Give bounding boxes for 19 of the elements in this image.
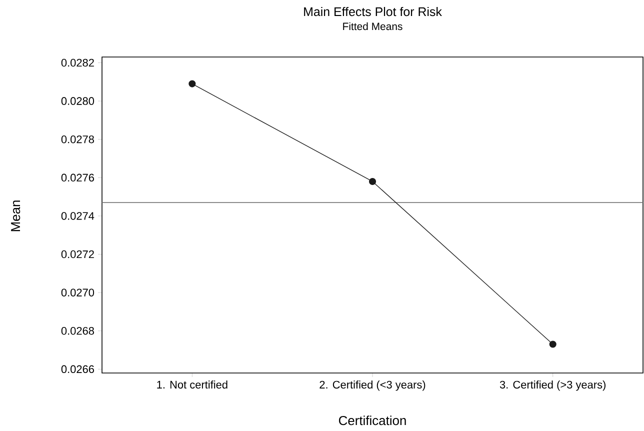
x-tick-label: 1. Not certified	[157, 380, 228, 389]
chart-subtitle: Fitted Means	[343, 22, 402, 30]
point	[368, 178, 376, 186]
point	[549, 340, 556, 348]
y-tick-label: 0.0276	[61, 174, 94, 182]
y-axis-title: Mean	[11, 200, 20, 232]
chart-title: Main Effects Plot for Risk	[304, 6, 442, 16]
y-tick-label: 0.0266	[61, 365, 94, 374]
y-tick-label: 0.0268	[61, 327, 94, 335]
point	[188, 80, 196, 88]
x-axis-title: Certification	[338, 416, 406, 426]
y-tick-label: 0.0274	[61, 212, 94, 220]
x-tick-label: 2. Certified (<3 years)	[320, 380, 426, 391]
y-tick-label: 0.0272	[61, 250, 94, 258]
y-tick-label: 0.0282	[61, 58, 94, 67]
y-tick-label: 0.0280	[61, 97, 94, 105]
y-tick-label: 0.0278	[61, 135, 94, 144]
x-tick-label: 3. Certified (>3 years)	[500, 380, 606, 391]
y-tick-label: 0.0270	[61, 288, 94, 296]
